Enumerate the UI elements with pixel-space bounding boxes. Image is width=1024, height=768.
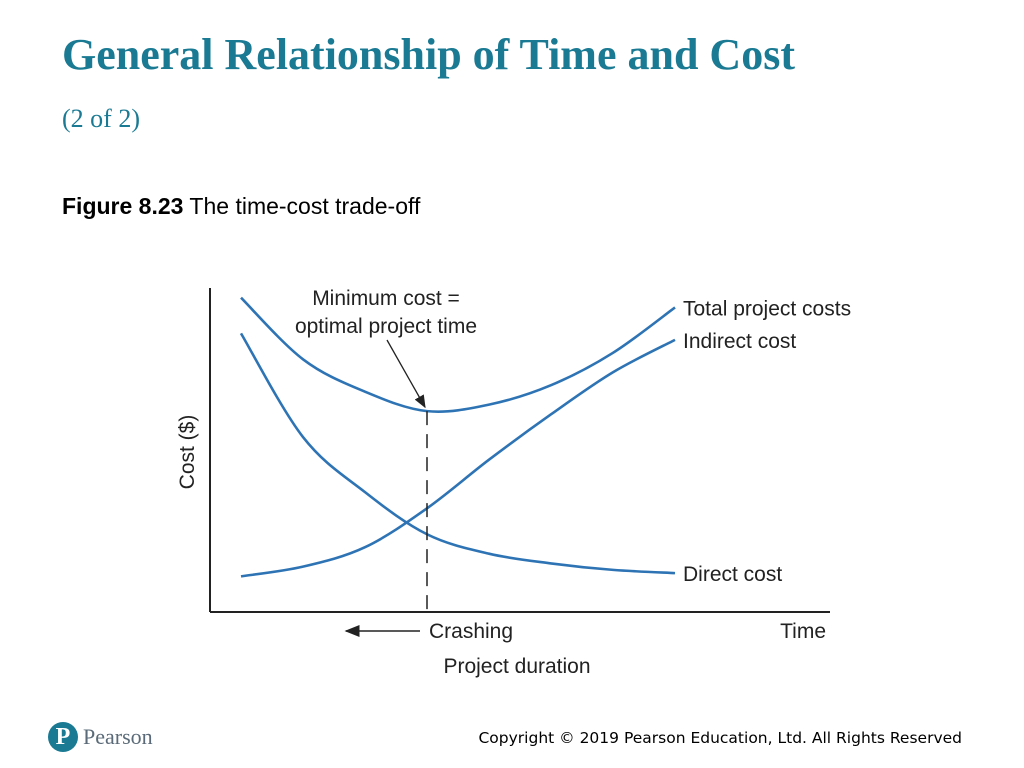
figure-number: Figure 8.23: [62, 193, 184, 219]
series-line-total-project-costs: [240, 296, 676, 413]
minimum-cost-arrow: [386, 339, 426, 409]
project-duration-label: Project duration: [443, 655, 590, 678]
series-layer: Total project costs Indirect cost Direct c…: [239, 296, 851, 586]
series-label-indirect-cost: Indirect cost: [683, 330, 796, 353]
minimum-cost-label-line1: Minimum cost =: [312, 287, 460, 310]
figure-caption-text: The time-cost trade-off: [189, 193, 421, 219]
pearson-logo-text: Pearson: [83, 724, 153, 749]
series-line-indirect-cost: [240, 338, 676, 578]
slide-title: General Relationship of Time and Cost (2…: [62, 26, 822, 148]
y-axis-label: Cost ($): [176, 415, 199, 490]
pearson-logo: P Pearson: [48, 720, 153, 754]
series-label-direct-cost: Direct cost: [683, 563, 782, 586]
series-line-direct-cost: [239, 332, 676, 575]
figure-caption: Figure 8.23 The time-cost trade-off: [62, 193, 420, 220]
crashing-label: Crashing: [429, 620, 513, 643]
slide-title-suffix: (2 of 2): [62, 104, 140, 133]
pearson-logo-icon: P: [48, 722, 78, 752]
minimum-cost-label-line2: optimal project time: [295, 315, 477, 338]
series-label-total-project-costs: Total project costs: [683, 297, 851, 320]
chart-axes: [209, 288, 830, 613]
slide-title-text: General Relationship of Time and Cost: [62, 30, 795, 79]
copyright-notice: Copyright © 2019 Pearson Education, Ltd.…: [478, 729, 962, 747]
x-axis-label: Time: [780, 620, 826, 643]
